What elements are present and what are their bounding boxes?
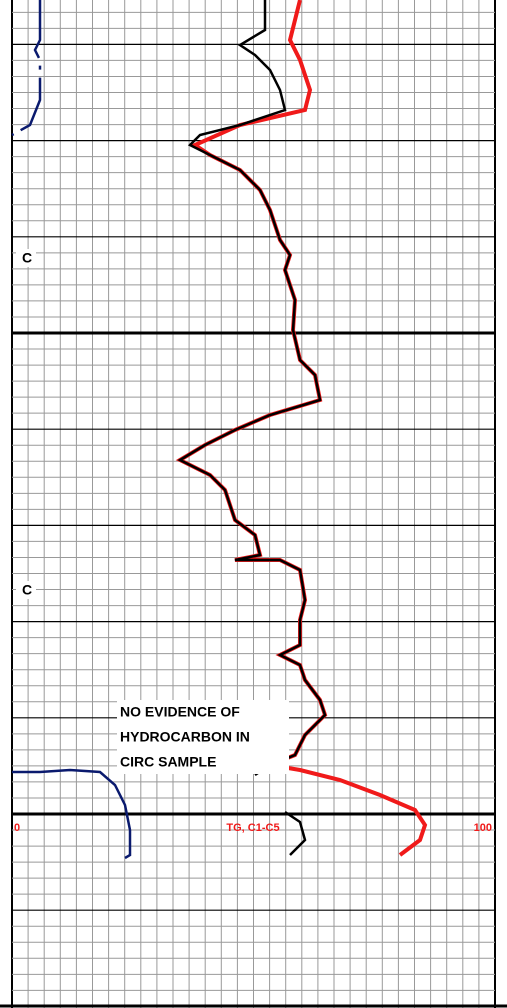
- black-curve: [177, 0, 327, 777]
- blue-curve: [11, 0, 42, 137]
- annotation-box: [117, 700, 289, 774]
- black-curve: [284, 810, 307, 856]
- scale-right: 100: [474, 822, 492, 834]
- scale-left: 0: [14, 822, 20, 834]
- annotation-line: NO EVIDENCE OF: [120, 704, 240, 720]
- annotation-line: CIRC SAMPLE: [120, 754, 216, 770]
- annotation-line: HYDROCARBON IN: [120, 729, 250, 745]
- label-bg: [16, 249, 36, 267]
- label-bg: [16, 581, 36, 599]
- blue-curve: [12, 768, 132, 860]
- scale-name: TG, C1-C5: [226, 822, 279, 834]
- track-label: C: [22, 582, 32, 598]
- track-label: C: [22, 250, 32, 266]
